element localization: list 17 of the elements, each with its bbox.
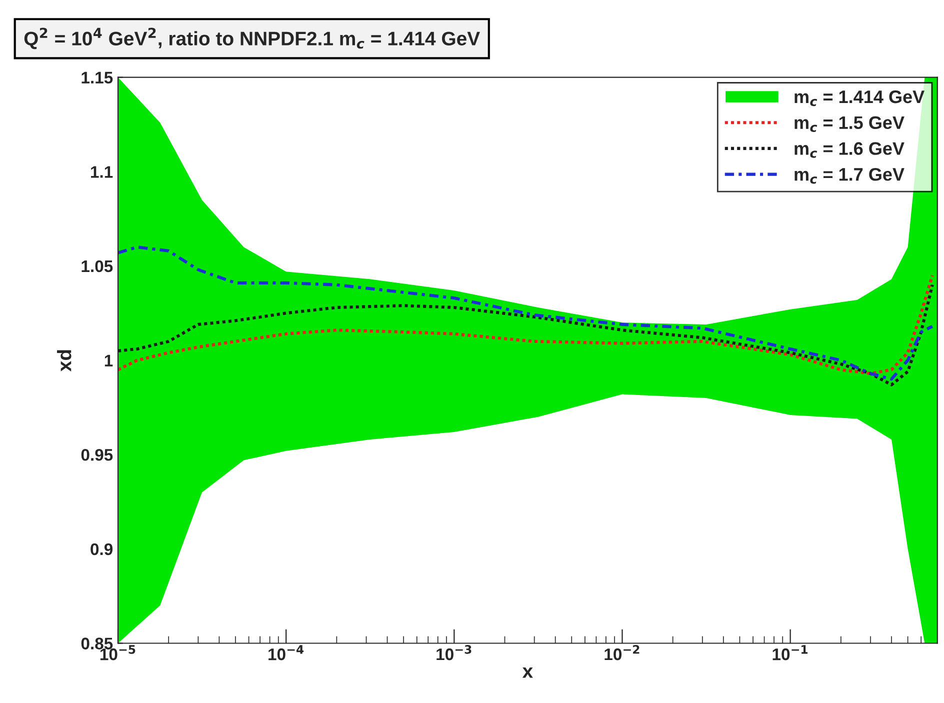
- legend-label: m$_{c}$ = 1.7 GeV: [794, 168, 904, 184]
- x-tick-label: 10$^{−2}$: [604, 645, 640, 660]
- y-tick-label: 1.15: [82, 72, 113, 84]
- y-tick-label: 1: [104, 354, 113, 366]
- y-tick-label: 0.95: [81, 449, 113, 461]
- x-tick-label: 10$^{−1}$: [772, 645, 808, 660]
- x-axis-title: x: [522, 667, 533, 678]
- x-tick-label: 10$^{−3}$: [436, 645, 472, 660]
- legend-label: m$_{c}$ = 1.6 GeV: [794, 142, 904, 158]
- y-tick-label: 0.9: [90, 543, 113, 556]
- x-tick-label: 10$^{−4}$: [268, 645, 304, 660]
- y-axis-title: xd: [57, 350, 72, 372]
- legend-label: m$_{c}$ = 1.5 GeV: [794, 116, 904, 132]
- y-tick-label: 1.1: [91, 166, 113, 178]
- chart-title: Q$^{2}$ = 10$^{4}$ GeV$^{2}$, ratio to NNPDF2.1 m$_{c}$ = 1.414 GeV: [24, 28, 480, 50]
- legend-label: m$_{c}$ = 1.414 GeV: [794, 90, 924, 106]
- y-tick-label: 1.05: [82, 260, 113, 272]
